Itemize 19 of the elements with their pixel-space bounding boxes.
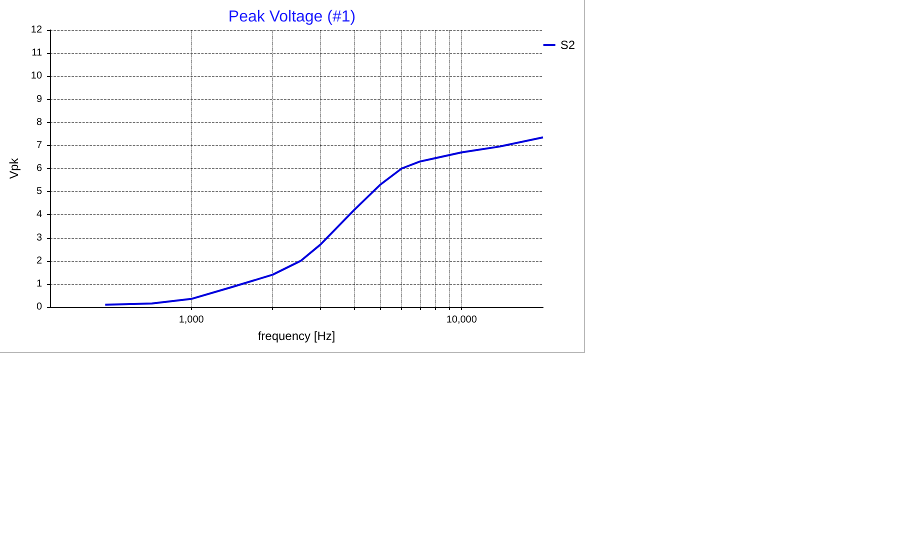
y-tick-label: 8	[36, 116, 42, 128]
y-tick-label: 5	[36, 186, 42, 198]
y-tick-label: 10	[30, 70, 42, 82]
y-tick-label: 9	[36, 94, 42, 105]
x-axis-title: frequency [Hz]	[258, 328, 336, 343]
y-tick-label: 7	[36, 140, 42, 151]
y-tick-label: 1	[36, 278, 42, 290]
y-tick-label: 4	[36, 209, 42, 220]
y-tick-label: 6	[36, 163, 42, 174]
y-axis-title: Vpk	[7, 157, 21, 179]
y-tick-label: 11	[32, 48, 42, 59]
x-tick-label: 1,000	[178, 314, 204, 326]
x-tick-label: 10,000	[446, 314, 478, 326]
y-tick-label: 2	[36, 255, 42, 266]
y-tick-label: 12	[30, 24, 42, 36]
legend-label: S2	[560, 38, 576, 52]
chart-title: Peak Voltage (#1)	[228, 8, 356, 26]
y-tick-label: 3	[36, 232, 42, 244]
y-tick-label: 0	[36, 302, 42, 312]
